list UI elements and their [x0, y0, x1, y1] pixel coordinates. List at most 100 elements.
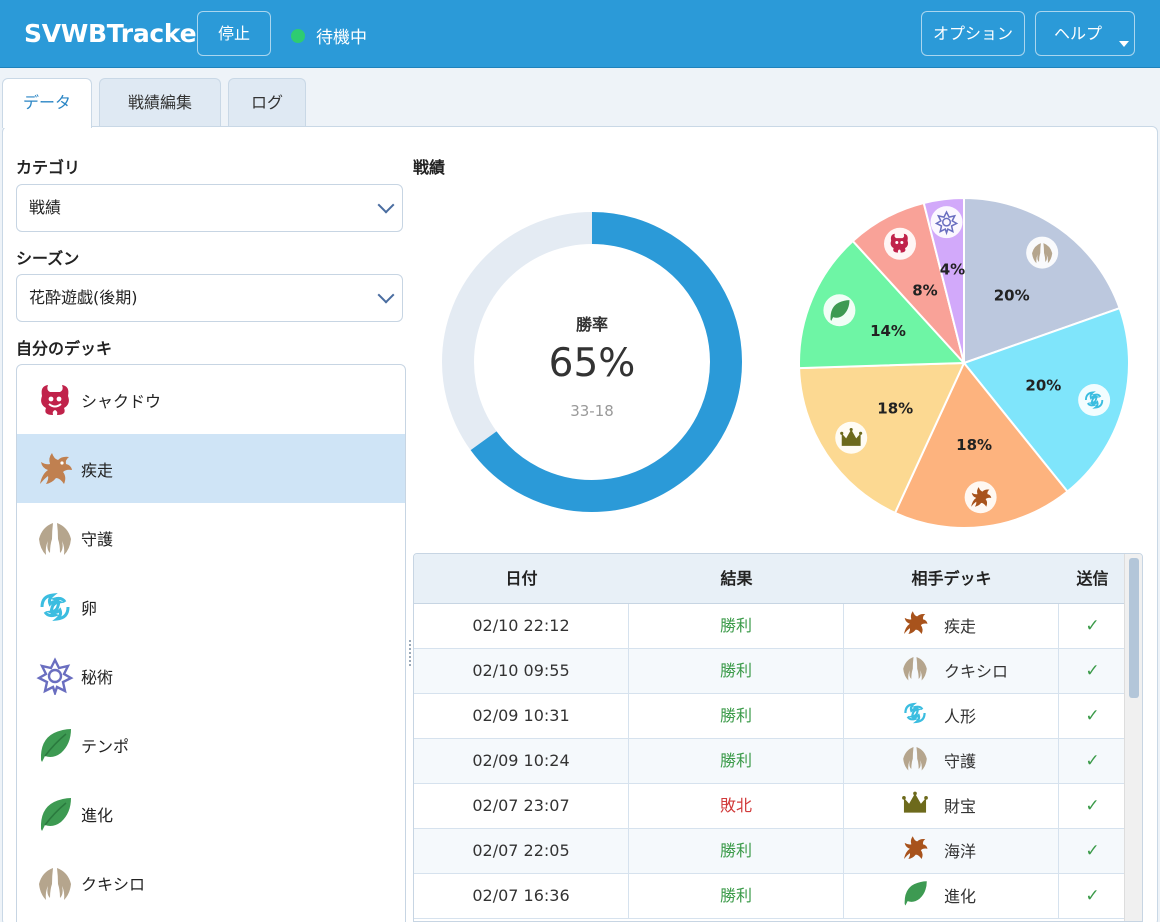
result-cell: 勝利	[629, 874, 844, 919]
sent-check-icon: ✓	[1085, 706, 1100, 726]
table-row[interactable]: 02/10 09:55 勝利 クキシロ ✓	[414, 649, 1126, 694]
pie-slice-label: 14%	[870, 322, 906, 340]
sent-check-icon: ✓	[1085, 796, 1100, 816]
col-header-sent[interactable]: 送信	[1076, 569, 1109, 588]
shadow-demon-icon	[883, 227, 916, 260]
col-header-date[interactable]: 日付	[505, 569, 538, 588]
status-dot-icon	[291, 28, 305, 43]
stats-section-label: 戦績	[413, 158, 446, 177]
col-header-opponent[interactable]: 相手デッキ	[911, 569, 992, 588]
deck-name: 進化	[81, 805, 114, 825]
leaf-icon	[900, 878, 930, 908]
deck-item-egg[interactable]: 卵	[17, 572, 405, 641]
winrate-donut-chart	[426, 196, 758, 528]
sent-check-icon: ✓	[1085, 751, 1100, 771]
dragon-icon	[900, 608, 930, 638]
date-cell: 02/07 23:07	[414, 784, 629, 829]
table-scrollbar[interactable]	[1124, 554, 1142, 921]
opponent-deck-name: クキシロ	[944, 661, 1009, 681]
opponent-cell: 財宝	[844, 784, 1059, 829]
tab-log[interactable]: ログ	[228, 78, 306, 127]
match-history-table: 日付 結果 相手デッキ 送信 02/10 22:12 勝利 疾走 ✓ 02/10 09:…	[413, 553, 1143, 922]
wings-icon	[900, 743, 930, 773]
season-value: 花酔遊戯(後期)	[29, 288, 138, 307]
opponent-cell: クキシロ	[844, 649, 1059, 694]
dragon-icon	[900, 833, 930, 863]
winrate-label: 勝率	[575, 315, 608, 334]
category-value: 戦績	[29, 198, 62, 217]
opponent-deck-name: 進化	[944, 886, 977, 906]
pie-slice	[962, 306, 1130, 493]
leaf-icon	[35, 725, 75, 765]
pie-slice	[893, 361, 1069, 529]
deck-name: 守護	[81, 529, 114, 549]
deck-item-aggro[interactable]: 疾走	[17, 434, 405, 503]
date-cell: 02/10 09:55	[414, 649, 629, 694]
help-label: ヘルプ	[1054, 24, 1103, 43]
result-cell: 勝利	[629, 829, 844, 874]
date-cell: 02/07 16:36	[414, 874, 629, 919]
result-cell: 勝利	[629, 694, 844, 739]
dragon-icon	[964, 481, 997, 514]
stop-button[interactable]: 停止	[197, 11, 271, 56]
shadow-demon-icon	[35, 380, 75, 420]
splitter-handle[interactable]	[409, 640, 411, 666]
table-row[interactable]: 02/07 23:07 敗北 財宝 ✓	[414, 784, 1126, 829]
deck-name: クキシロ	[81, 874, 146, 894]
deck-name: 疾走	[81, 460, 114, 480]
sent-check-icon: ✓	[1085, 616, 1100, 636]
pie-slice-label: 20%	[1025, 377, 1061, 395]
deck-item-shadow[interactable]: シャクドウ	[17, 365, 405, 434]
deck-name: 卵	[81, 598, 98, 618]
date-cell: 02/09 10:31	[414, 694, 629, 739]
col-header-result[interactable]: 結果	[720, 569, 753, 588]
win-loss-record: 33-18	[570, 402, 614, 420]
deck-list: シャクドウ 疾走 守護 卵 秘術 テンポ 進化	[16, 364, 406, 922]
opponent-cell: 人形	[844, 694, 1059, 739]
deck-item-tempo[interactable]: テンポ	[17, 710, 405, 779]
wings-icon	[1026, 236, 1059, 269]
pie-slice-label: 20%	[994, 287, 1030, 305]
donut-win-segment	[470, 212, 742, 512]
my-deck-label: 自分のデッキ	[16, 339, 113, 358]
pie-slice-label: 18%	[956, 436, 992, 454]
scrollbar-thumb[interactable]	[1129, 558, 1139, 698]
deck-item-guard[interactable]: 守護	[17, 503, 405, 572]
deck-name: シャクドウ	[81, 391, 162, 411]
star-emblem-icon	[930, 206, 963, 239]
deck-item-arcane[interactable]: 秘術	[17, 641, 405, 710]
deck-name: テンポ	[81, 736, 130, 756]
opponent-deck-name: 人形	[944, 706, 977, 726]
deck-name: 秘術	[81, 667, 114, 687]
table-row[interactable]: 02/09 10:31 勝利 人形 ✓	[414, 694, 1126, 739]
table-row[interactable]: 02/07 22:05 勝利 海洋 ✓	[414, 829, 1126, 874]
status-indicator: 待機中	[291, 23, 367, 48]
status-text: 待機中	[316, 28, 367, 48]
chevron-down-icon	[377, 286, 395, 304]
deck-item-kukishiro[interactable]: クキシロ	[17, 848, 405, 917]
crown-icon	[835, 421, 868, 454]
date-cell: 02/07 22:05	[414, 829, 629, 874]
tab-data[interactable]: データ	[2, 78, 92, 128]
table-row[interactable]: 02/07 16:36 勝利 進化 ✓	[414, 874, 1126, 919]
swirl-icon	[1078, 384, 1111, 417]
opponent-distribution-pie-chart: 20% 20% 18% 18% 14% 8% 4%	[797, 196, 1131, 530]
sent-check-icon: ✓	[1085, 661, 1100, 681]
deck-item-evolve[interactable]: 進化	[17, 779, 405, 848]
winrate-center: 勝率 65% 33-18	[426, 196, 758, 528]
options-button[interactable]: オプション	[921, 11, 1025, 56]
season-select[interactable]: 花酔遊戯(後期)	[16, 274, 403, 322]
table-header: 日付 結果 相手デッキ 送信	[414, 554, 1126, 604]
result-cell: 敗北	[629, 784, 844, 829]
help-menu-button[interactable]: ヘルプ	[1035, 11, 1135, 56]
category-select[interactable]: 戦績	[16, 184, 403, 232]
result-cell: 勝利	[629, 604, 844, 649]
table-row[interactable]: 02/10 22:12 勝利 疾走 ✓	[414, 604, 1126, 649]
sent-check-icon: ✓	[1085, 886, 1100, 906]
tab-record-edit[interactable]: 戦績編集	[99, 78, 221, 127]
app-title: SVWBTracker	[24, 19, 209, 48]
swirl-icon	[35, 587, 75, 627]
category-label: カテゴリ	[16, 158, 81, 177]
table-row[interactable]: 02/09 10:24 勝利 守護 ✓	[414, 739, 1126, 784]
winrate-value: 65%	[548, 341, 636, 386]
